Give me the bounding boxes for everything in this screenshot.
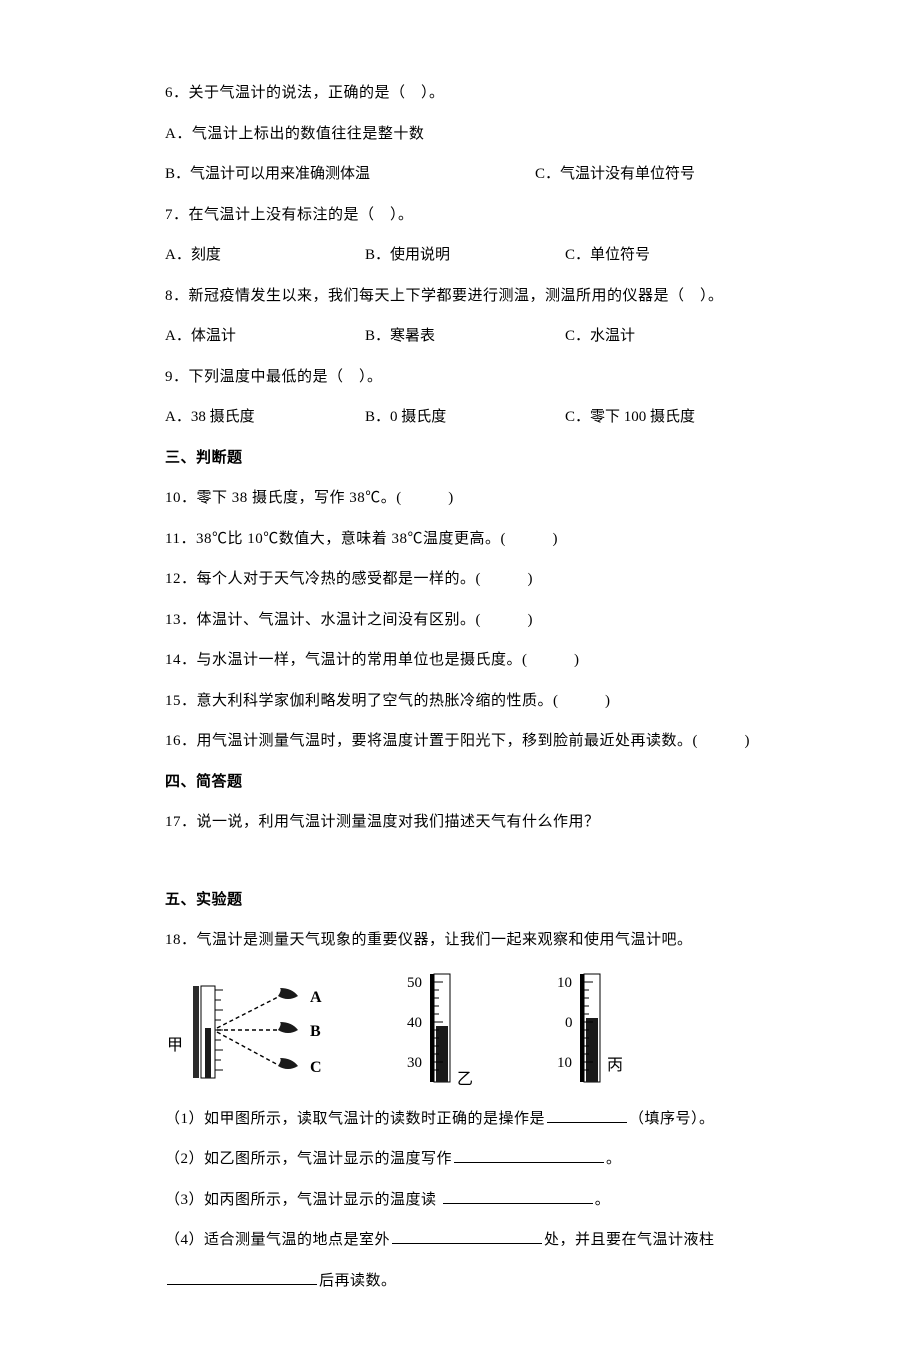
q18-stem: 18．气温计是测量天气现象的重要仪器，让我们一起来观察和使用气温计吧。 [165,929,790,952]
q9-stem: 9．下列温度中最低的是（ ）。 [165,366,790,389]
q9-opt-a: A．38 摄氏度 [165,406,365,429]
blank[interactable] [167,1270,317,1285]
svg-text:30: 30 [407,1055,422,1071]
q8-opts: A．体温计 B．寒暑表 C．水温计 [165,325,790,348]
q6-opt-b: B．气温计可以用来准确测体温 [165,163,535,186]
q6-opt-a: A．气温计上标出的数值往往是整十数 [165,123,790,146]
q6-opt-c: C．气温计没有单位符号 [535,163,695,186]
q18-p1b: （填序号）。 [629,1111,715,1127]
q13: 13．体温计、气温计、水温计之间没有区别。( ) [165,609,790,632]
q9-opt-b: B．0 摄氏度 [365,406,565,429]
q18-p3a: （3）如丙图所示，气温计显示的温度读 [165,1192,441,1208]
q18-p4b: 处，并且要在气温计液柱 [544,1232,715,1248]
blank[interactable] [392,1230,542,1245]
svg-text:C: C [310,1059,322,1076]
q8-opt-c: C．水温计 [565,325,635,348]
q18-figures: 甲 [165,970,790,1088]
q18-p4: （4）适合测量气温的地点是室外 处，并且要在气温计液柱 [165,1229,790,1252]
q8-stem: 8．新冠疫情发生以来，我们每天上下学都要进行测温，测温所用的仪器是（ ）。 [165,285,790,308]
q7-opt-b: B．使用说明 [365,244,565,267]
q6-stem: 6．关于气温计的说法，正确的是（ ）。 [165,82,790,105]
q11: 11．38℃比 10℃数值大，意味着 38℃温度更高。( ) [165,528,790,551]
q18-p4a: （4）适合测量气温的地点是室外 [165,1232,390,1248]
q15: 15．意大利科学家伽利略发明了空气的热胀冷缩的性质。( ) [165,690,790,713]
q18-p2a: （2）如乙图所示，气温计显示的温度写作 [165,1151,452,1167]
svg-text:A: A [310,989,322,1006]
q18-p1a: （1）如甲图所示，读取气温计的读数时正确的是操作是 [165,1111,545,1127]
svg-text:10: 10 [557,975,572,991]
q18-p4c: 后再读数。 [319,1273,397,1289]
q7-opt-c: C．单位符号 [565,244,650,267]
blank[interactable] [443,1189,593,1204]
q17: 17．说一说，利用气温计测量温度对我们描述天气有什么作用？ [165,811,790,834]
q9-opts: A．38 摄氏度 B．0 摄氏度 C．零下 100 摄氏度 [165,406,790,429]
blank[interactable] [547,1108,627,1123]
svg-text:10: 10 [557,1055,572,1071]
q7-opt-a: A．刻度 [165,244,365,267]
svg-text:40: 40 [407,1015,422,1031]
section-3-heading: 三、判断题 [165,447,790,470]
q18-p1: （1）如甲图所示，读取气温计的读数时正确的是操作是 （填序号）。 [165,1108,790,1131]
q18-p2: （2）如乙图所示，气温计显示的温度写作 。 [165,1148,790,1171]
figure-jia-icon: 甲 [165,978,335,1088]
figure-yi-icon: 50 40 30 乙 [395,970,485,1088]
q18-p2b: 。 [606,1151,622,1167]
q14: 14．与水温计一样，气温计的常用单位也是摄氏度。( ) [165,649,790,672]
q18-p3: （3）如丙图所示，气温计显示的温度读 。 [165,1189,790,1212]
q16: 16．用气温计测量气温时，要将温度计置于阳光下，移到脸前最近处再读数。( ) [165,730,790,753]
q10: 10．零下 38 摄氏度，写作 38℃。( ) [165,487,790,510]
svg-text:丙: 丙 [607,1057,623,1074]
section-5-heading: 五、实验题 [165,889,790,912]
q7-opts: A．刻度 B．使用说明 C．单位符号 [165,244,790,267]
q8-opt-a: A．体温计 [165,325,365,348]
q6-opts-bc: B．气温计可以用来准确测体温 C．气温计没有单位符号 [165,163,790,186]
q7-stem: 7．在气温计上没有标注的是（ ）。 [165,204,790,227]
figure-bing-icon: 10 0 10 丙 [545,970,640,1088]
svg-text:50: 50 [407,975,422,991]
q8-opt-b: B．寒暑表 [365,325,565,348]
q9-opt-c: C．零下 100 摄氏度 [565,406,695,429]
worksheet-page: 6．关于气温计的说法，正确的是（ ）。 A．气温计上标出的数值往往是整十数 B．… [0,0,920,1370]
section-4-heading: 四、简答题 [165,771,790,794]
q18-p3b: 。 [595,1192,611,1208]
svg-text:乙: 乙 [457,1071,473,1088]
q18-p4-line2: 后再读数。 [165,1270,790,1293]
svg-text:B: B [310,1023,321,1040]
blank[interactable] [454,1149,604,1164]
svg-text:甲: 甲 [167,1037,183,1054]
q12: 12．每个人对于天气冷热的感受都是一样的。( ) [165,568,790,591]
svg-text:0: 0 [565,1015,573,1031]
